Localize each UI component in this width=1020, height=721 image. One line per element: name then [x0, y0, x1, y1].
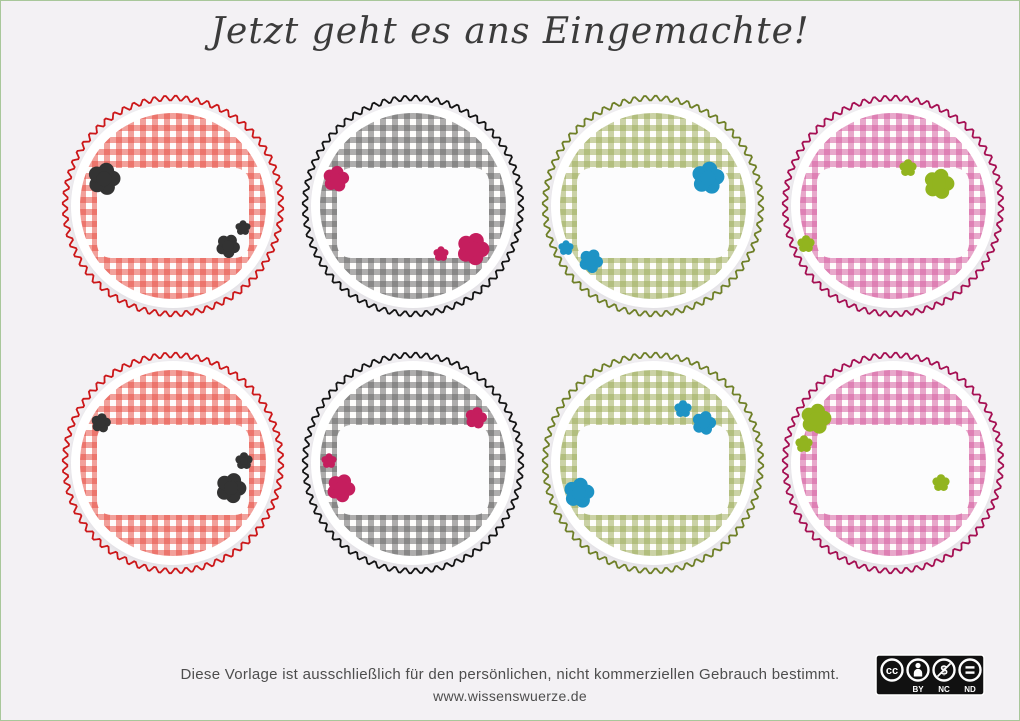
blank-text-area — [337, 425, 489, 515]
label-decor — [61, 94, 285, 318]
usage-notice: Diese Vorlage ist ausschließlich für den… — [180, 666, 840, 683]
jar-label-black-gingham-2 — [299, 349, 527, 577]
jar-label-green-gingham-2 — [539, 349, 767, 577]
label-decor — [781, 351, 1005, 575]
cc-nd-label: ND — [964, 685, 976, 694]
scalloped-border — [61, 94, 285, 318]
scalloped-border — [541, 94, 765, 318]
flower-decorations — [88, 162, 251, 258]
jar-label-pink-gingham-1 — [779, 92, 1007, 320]
flower-decorations — [558, 161, 725, 273]
cc-by-icon — [906, 658, 930, 682]
cc-icon: cc — [880, 658, 904, 682]
page-title: Jetzt geht es ans Eingemachte! — [210, 11, 810, 52]
blank-text-area — [577, 425, 729, 515]
jar-label-green-gingham-1 — [539, 92, 767, 320]
scalloped-border — [781, 351, 1005, 575]
scalloped-border — [781, 94, 1005, 318]
jar-label-red-gingham-2 — [59, 349, 287, 577]
label-decor — [781, 94, 1005, 318]
flower-decorations — [323, 165, 490, 266]
scalloped-border — [301, 351, 525, 575]
cc-by-label: BY — [912, 685, 924, 694]
scalloped-border — [541, 351, 765, 575]
flower-decorations — [795, 403, 950, 491]
scalloped-border — [61, 351, 285, 575]
flower-decorations — [797, 159, 955, 252]
flower-decorations — [321, 407, 487, 503]
flower-decorations — [91, 413, 253, 504]
blank-text-area — [817, 425, 969, 515]
cc-license-badge: cc $ BY NC ND — [875, 654, 985, 696]
footer: Diese Vorlage ist ausschließlich für den… — [1, 666, 1019, 704]
label-decor — [301, 351, 525, 575]
label-decor — [541, 351, 765, 575]
labels-grid — [59, 92, 1005, 577]
jar-label-red-gingham-1 — [59, 92, 287, 320]
flower-decorations — [564, 400, 717, 508]
cc-nc-icon: $ — [932, 658, 956, 682]
cc-nc-label: NC — [938, 685, 950, 694]
blank-text-area — [97, 425, 249, 515]
scalloped-border — [301, 94, 525, 318]
website-url: www.wissenswuerze.de — [433, 688, 587, 704]
svg-text:cc: cc — [886, 665, 898, 677]
jar-label-black-gingham-1 — [299, 92, 527, 320]
label-decor — [301, 94, 525, 318]
cc-badge-plate — [875, 654, 985, 696]
jar-label-pink-gingham-2 — [779, 349, 1007, 577]
label-decor — [541, 94, 765, 318]
cc-nd-icon — [958, 658, 982, 682]
label-decor — [61, 351, 285, 575]
